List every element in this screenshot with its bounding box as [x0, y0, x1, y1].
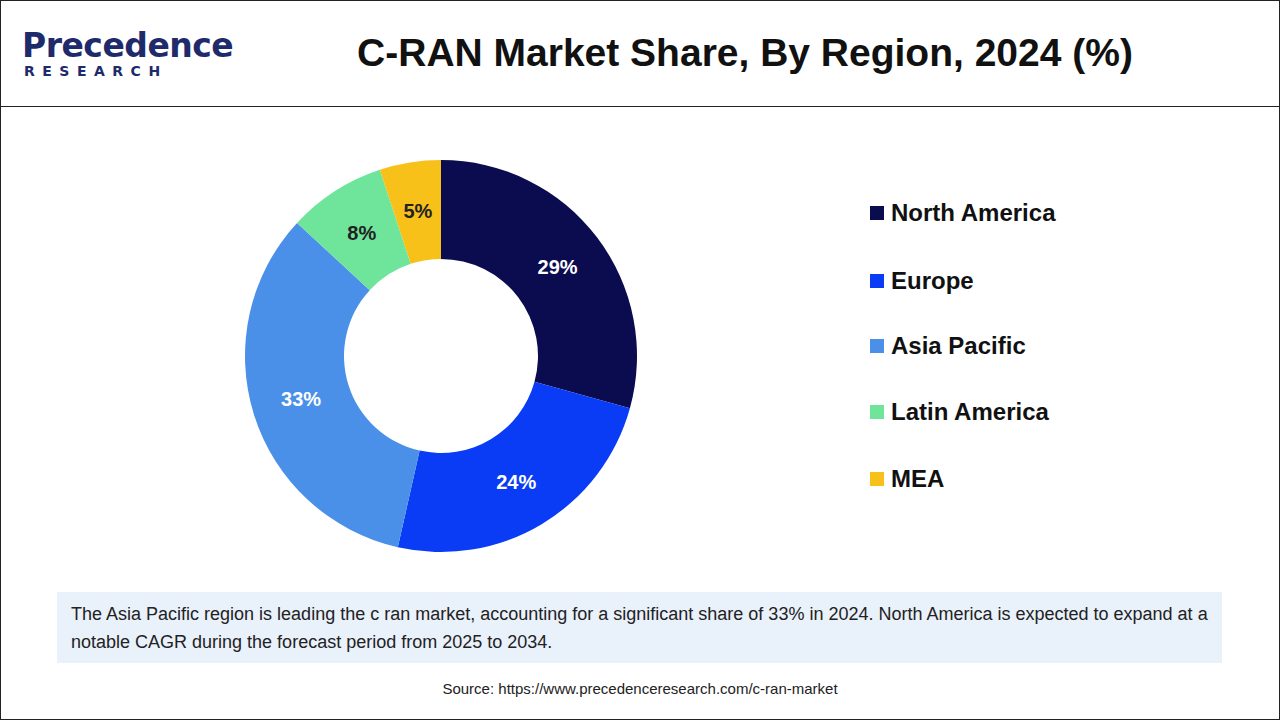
- html-text:RESEARCH: RESEARCH: [24, 63, 168, 79]
- svg-text:8%: 8%: [347, 222, 376, 244]
- svg-text:5%: 5%: [403, 200, 432, 222]
- html-text:The Asia Pacific region is lea: The Asia Pacific region is leading the c…: [71, 604, 1208, 652]
- html-text:C-RAN Market Share, By Region,: C-RAN Market Share, By Region, 2024 (%): [357, 31, 1133, 74]
- html-text:Precedence: Precedence: [22, 26, 234, 65]
- svg-text:24%: 24%: [496, 471, 536, 493]
- svg-text:33%: 33%: [281, 388, 321, 410]
- html-text:MEA: MEA: [891, 465, 945, 492]
- html-text:North America: North America: [891, 199, 1056, 226]
- html-text:Europe: Europe: [891, 267, 974, 294]
- svg-text:29%: 29%: [538, 256, 578, 278]
- html-text:Source: https://www.precedence: Source: https://www.precedenceresearch.c…: [442, 680, 838, 697]
- html-text:Asia Pacific: Asia Pacific: [891, 332, 1026, 359]
- html-text:Latin America: Latin America: [891, 398, 1049, 425]
